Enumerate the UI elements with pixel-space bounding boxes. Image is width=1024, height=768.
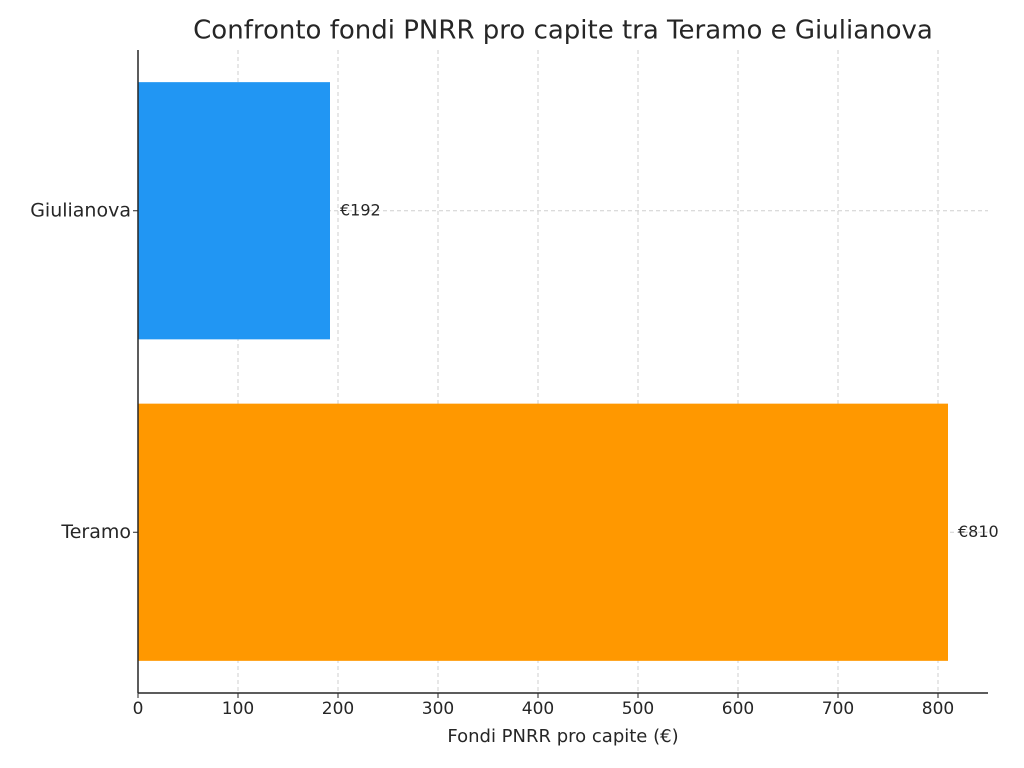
x-tick-label: 0 <box>133 699 144 719</box>
value-label: €810 <box>958 522 999 541</box>
x-tick-label: 500 <box>622 699 654 719</box>
value-label: €192 <box>340 200 381 219</box>
x-tick-label: 800 <box>922 699 954 719</box>
x-tick-label: 300 <box>422 699 454 719</box>
x-tick-label: 700 <box>822 699 854 719</box>
x-tick-label: 400 <box>522 699 554 719</box>
x-axis-label: Fondi PNRR pro capite (€) <box>447 726 678 747</box>
x-tick-label: 200 <box>322 699 354 719</box>
x-tick-label: 600 <box>722 699 754 719</box>
bar <box>138 403 948 661</box>
bar <box>138 82 330 340</box>
x-tick-label: 100 <box>222 699 254 719</box>
y-tick-label: Giulianova <box>30 199 131 221</box>
chart-title: Confronto fondi PNRR pro capite tra Tera… <box>193 16 933 46</box>
y-tick-label: Teramo <box>60 521 131 543</box>
